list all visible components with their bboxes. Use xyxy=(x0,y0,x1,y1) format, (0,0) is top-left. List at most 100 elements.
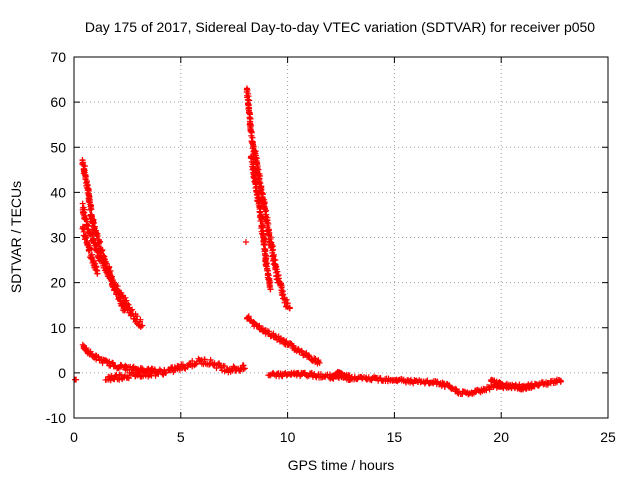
data-point xyxy=(201,356,208,363)
data-point xyxy=(265,220,272,227)
data-point xyxy=(94,270,101,277)
data-point xyxy=(124,374,131,381)
data-point xyxy=(267,286,274,293)
data-point xyxy=(241,365,248,372)
data-point xyxy=(298,348,305,355)
data-point xyxy=(286,304,293,311)
data-point xyxy=(251,172,258,179)
data-point xyxy=(90,219,97,226)
data-point xyxy=(270,253,277,260)
data-point xyxy=(219,367,226,374)
x-axis-label: GPS time / hours xyxy=(288,457,395,473)
data-point xyxy=(81,206,88,213)
data-point xyxy=(305,352,312,359)
data-point xyxy=(139,322,146,329)
data-point xyxy=(283,338,290,345)
data-point xyxy=(189,358,196,365)
data-point xyxy=(137,316,144,323)
data-point xyxy=(89,232,96,239)
data-point xyxy=(278,284,285,291)
y-tick-label: 60 xyxy=(50,94,66,110)
data-point xyxy=(264,219,271,226)
data-point xyxy=(258,186,265,193)
data-point xyxy=(257,212,264,219)
data-point xyxy=(272,261,279,268)
data-point xyxy=(207,356,214,363)
data-point xyxy=(193,360,200,367)
data-point xyxy=(283,296,290,303)
x-tick-label: 5 xyxy=(177,429,185,445)
x-tick-label: 0 xyxy=(70,429,78,445)
data-point xyxy=(79,200,86,207)
data-point xyxy=(259,224,266,231)
data-point xyxy=(80,159,87,166)
data-point xyxy=(122,294,129,301)
data-point xyxy=(107,273,114,280)
data-point xyxy=(269,243,276,250)
x-tick-label: 25 xyxy=(600,429,616,445)
data-point xyxy=(116,376,123,383)
data-point xyxy=(256,202,263,209)
data-point xyxy=(179,361,186,368)
data-point xyxy=(102,260,109,267)
data-point xyxy=(530,383,537,390)
data-point xyxy=(348,374,355,381)
data-point xyxy=(124,300,131,307)
data-point xyxy=(87,231,94,238)
grid-lines xyxy=(74,57,608,418)
data-point xyxy=(181,365,188,372)
data-point xyxy=(83,345,90,352)
data-points xyxy=(72,85,565,398)
data-point xyxy=(244,315,251,322)
data-point xyxy=(266,229,273,236)
data-point xyxy=(242,239,249,246)
data-point xyxy=(93,267,100,274)
y-tick-label: -10 xyxy=(46,410,66,426)
y-tick-label: 0 xyxy=(58,365,66,381)
data-point xyxy=(316,359,323,366)
data-point xyxy=(221,363,228,370)
data-point xyxy=(254,191,261,198)
data-point xyxy=(250,171,257,178)
data-point xyxy=(312,355,319,362)
data-point xyxy=(258,215,265,222)
data-point xyxy=(159,370,166,377)
x-tick-label: 15 xyxy=(387,429,403,445)
data-point xyxy=(552,378,559,385)
data-point xyxy=(123,297,130,304)
data-point xyxy=(192,361,199,368)
data-point xyxy=(84,186,91,193)
data-point xyxy=(279,292,286,299)
data-point xyxy=(92,227,99,234)
data-point xyxy=(130,369,137,376)
data-point xyxy=(558,377,565,384)
data-point xyxy=(82,173,89,180)
chart-title: Day 175 of 2017, Sidereal Day-to-day VTE… xyxy=(85,19,595,35)
data-point xyxy=(96,248,103,255)
data-point xyxy=(261,240,268,247)
data-point xyxy=(230,363,237,370)
data-point xyxy=(86,199,93,206)
y-tick-label: 20 xyxy=(50,275,66,291)
y-tick-label: 40 xyxy=(50,184,66,200)
y-tick-label: 50 xyxy=(50,139,66,155)
y-tick-label: 30 xyxy=(50,230,66,246)
data-point xyxy=(88,206,95,213)
data-point xyxy=(292,346,299,353)
data-point xyxy=(267,234,274,241)
data-point xyxy=(270,246,277,253)
data-point xyxy=(284,300,291,307)
data-point xyxy=(244,87,251,94)
data-point xyxy=(250,142,257,149)
data-point xyxy=(280,291,287,298)
data-point xyxy=(122,362,129,369)
data-point xyxy=(315,358,322,365)
data-point xyxy=(84,240,91,247)
data-point xyxy=(87,203,94,210)
data-point xyxy=(125,375,132,382)
x-tick-label: 20 xyxy=(493,429,509,445)
data-point xyxy=(240,362,247,369)
data-point xyxy=(94,233,101,240)
